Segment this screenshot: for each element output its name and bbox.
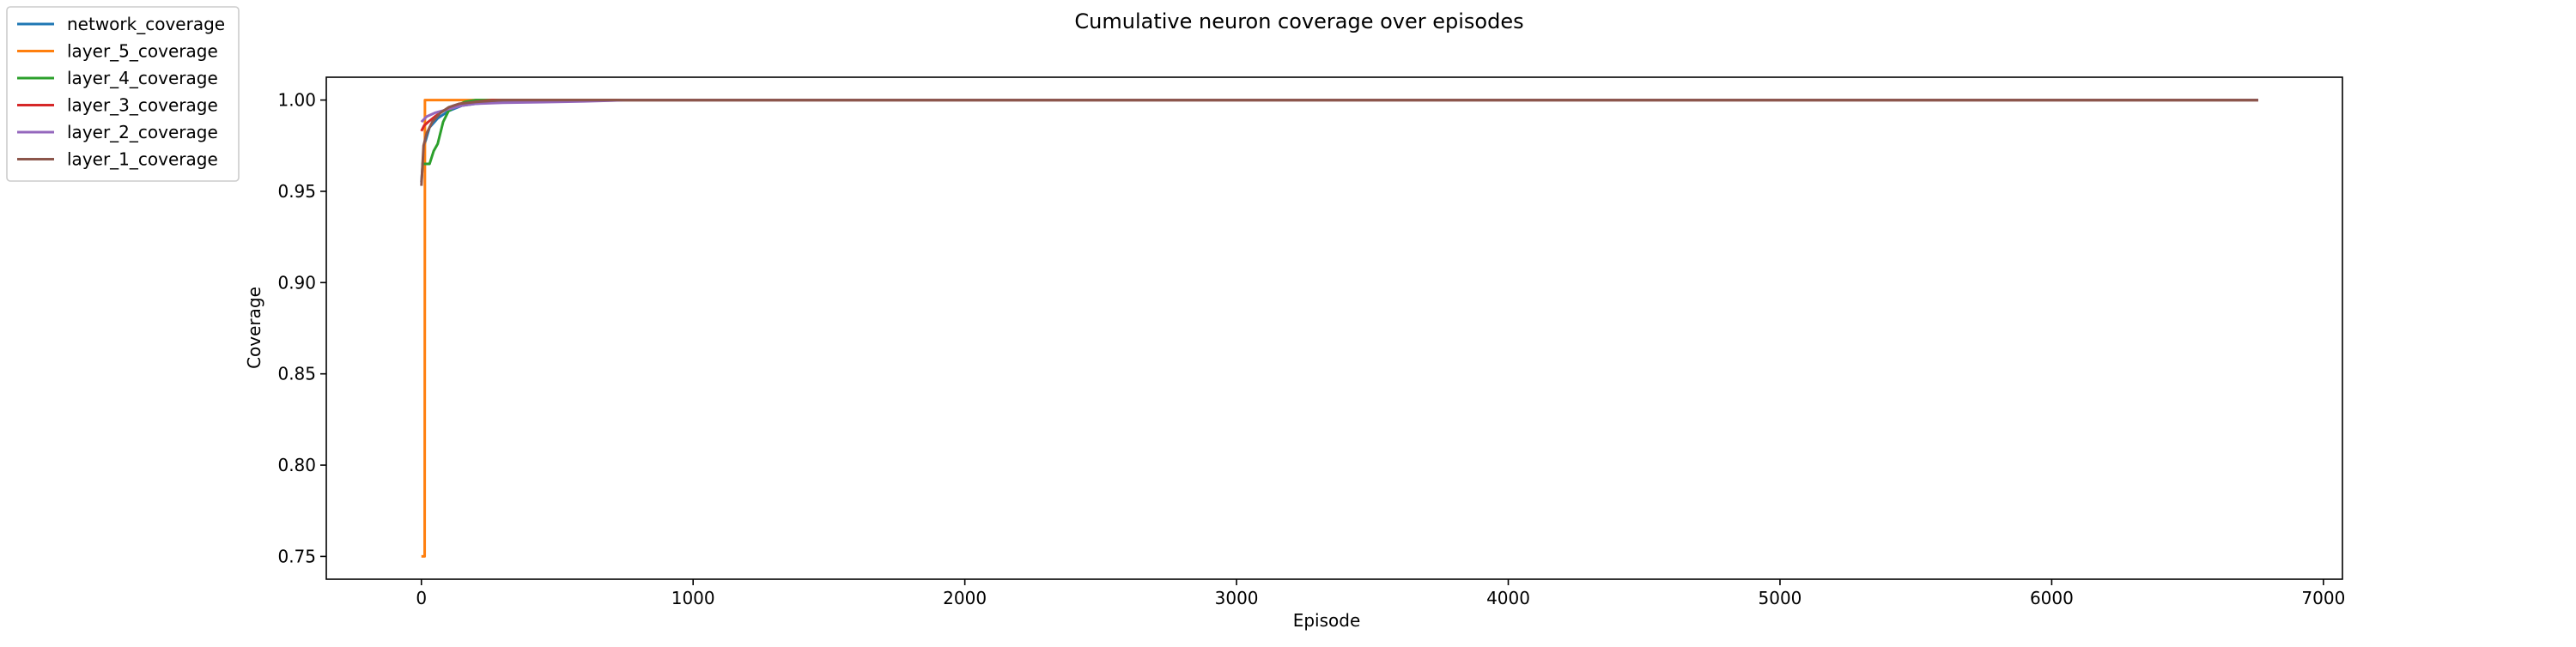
y-tick-label: 0.90 — [277, 272, 316, 293]
y-tick-label: 0.95 — [277, 181, 316, 202]
y-tick-label: 0.75 — [277, 546, 316, 566]
plot-area — [326, 77, 2342, 579]
legend-label-network-coverage: network_coverage — [67, 14, 225, 34]
legend-label-layer-4-coverage: layer_4_coverage — [67, 68, 218, 88]
x-tick-label: 0 — [416, 588, 427, 608]
series-layer — [420, 99, 2258, 558]
axes-frame — [325, 76, 2343, 580]
x-tick-label: 5000 — [1759, 588, 1802, 608]
legend: network_coverage layer_5_coverage layer_4_… — [6, 6, 240, 182]
plot-background — [326, 77, 2342, 579]
x-tick-label: 1000 — [671, 588, 715, 608]
chart-title: Cumulative neuron coverage over episodes — [1074, 9, 1523, 33]
legend-label-layer-1-coverage: layer_1_coverage — [67, 149, 218, 170]
legend-label-layer-2-coverage: layer_2_coverage — [67, 122, 218, 142]
y-tick-label: 0.80 — [277, 455, 316, 475]
legend-frame — [6, 6, 240, 182]
y-tick-label: 1.00 — [277, 90, 316, 111]
x-tick-label: 3000 — [1215, 588, 1259, 608]
legend-label-layer-3-coverage: layer_3_coverage — [67, 95, 218, 116]
legend-label-layer-5-coverage: layer_5_coverage — [67, 41, 218, 62]
x-tick-label: 4000 — [1486, 588, 1530, 608]
series-line-layer-4-coverage — [421, 99, 2258, 166]
series-line-layer-1-coverage — [420, 99, 2258, 186]
y-axis-label: Coverage — [244, 287, 264, 369]
x-axis-label: Episode — [1293, 610, 1361, 631]
axes-layer: 0 1000 2000 3000 4000 5000 6000 7000 0.75 0.80 0.8… — [277, 76, 2345, 608]
x-tick-label: 6000 — [2030, 588, 2074, 608]
x-tick-label: 2000 — [943, 588, 987, 608]
y-tick-label: 0.85 — [277, 364, 316, 384]
x-tick-label: 7000 — [2301, 588, 2345, 608]
